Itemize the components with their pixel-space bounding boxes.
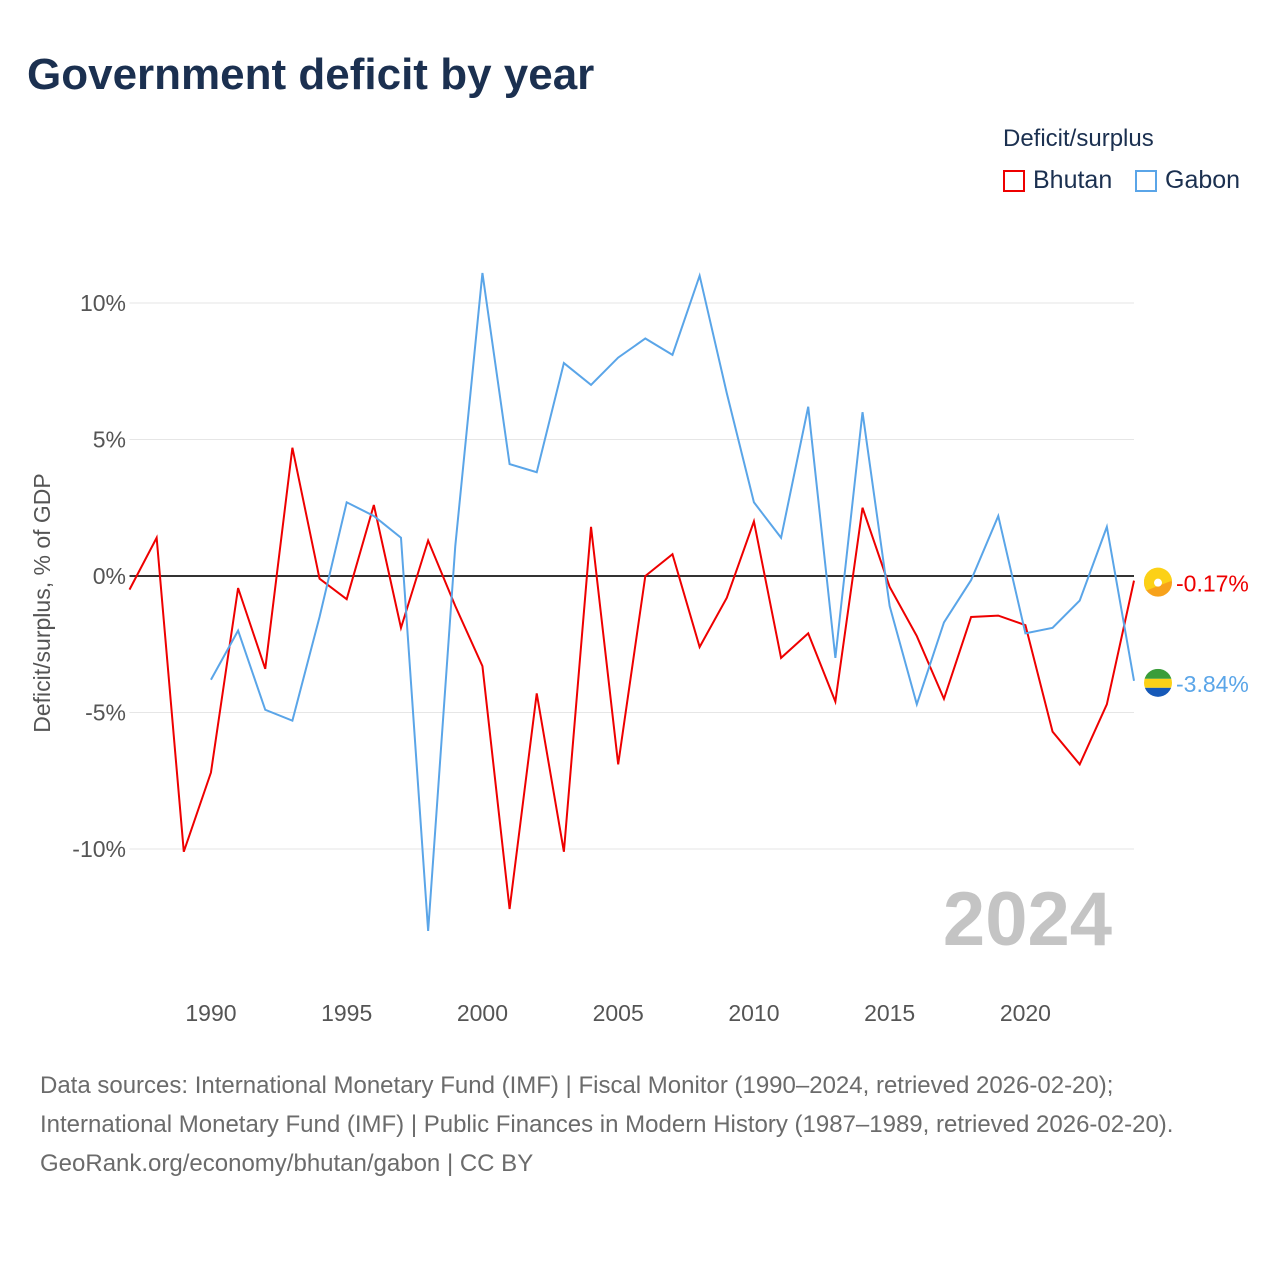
x-tick-label: 1995 <box>321 1000 372 1026</box>
end-value-label: -3.84% <box>1176 671 1249 697</box>
flag-icon-bhutan <box>1143 567 1172 597</box>
chart-title: Government deficit by year <box>27 50 595 99</box>
legend-label: Bhutan <box>1033 166 1113 194</box>
y-tick-label: 0% <box>93 563 126 589</box>
legend-swatch-gabon <box>1135 169 1157 192</box>
legend-item-bhutan[interactable]: Bhutan <box>1003 166 1112 195</box>
x-tick-label: 1990 <box>185 1000 236 1026</box>
flag-icon-gabon <box>1144 668 1172 697</box>
y-tick-label: -5% <box>85 700 126 726</box>
x-tick-label: 2015 <box>864 1000 915 1026</box>
legend-swatch-bhutan <box>1003 169 1025 192</box>
y-tick-label: 10% <box>80 290 126 316</box>
line-chart: 10% 5% 0% -5% -10% 1990 1995 2000 2005 2010 2015 20… <box>29 272 1249 1026</box>
x-tick-label: 2020 <box>1000 1000 1051 1026</box>
y-axis-label: Deficit/surplus, % of GDP <box>29 473 55 732</box>
x-tick-label: 2010 <box>728 1000 779 1026</box>
x-tick-label: 2005 <box>593 1000 644 1026</box>
series-line-gabon[interactable] <box>210 272 1135 931</box>
legend-title: Deficit/surplus <box>1003 125 1154 152</box>
y-tick-label: 5% <box>93 427 126 453</box>
end-value-label: -0.17% <box>1176 571 1249 597</box>
year-label: 2024 <box>943 877 1112 962</box>
y-tick-label: -10% <box>72 836 126 862</box>
series-line-bhutan[interactable] <box>128 447 1135 910</box>
legend-item-gabon[interactable]: Gabon <box>1135 166 1240 195</box>
sources-footer: Data sources: International Monetary Fun… <box>40 1066 1240 1183</box>
legend-label: Gabon <box>1165 166 1241 194</box>
x-tick-label: 2000 <box>457 1000 508 1026</box>
attribution-link[interactable]: GeoRank.org/economy/bhutan/gabon | CC BY <box>40 1150 534 1177</box>
data-sources: Data sources: International Monetary Fun… <box>40 1072 1174 1138</box>
